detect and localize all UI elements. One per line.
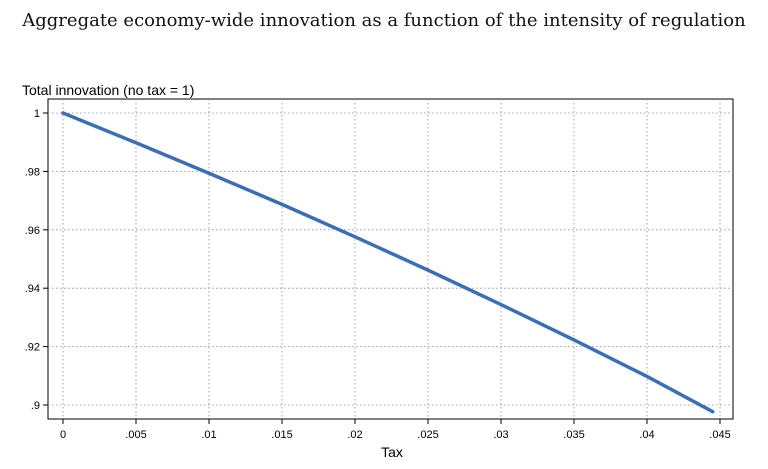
x-tick-label: .025 [417, 429, 438, 441]
x-tick-label: .035 [563, 429, 584, 441]
series-line [61, 111, 715, 414]
axes: 0 .005 .01 .015 .02 .025 .03 .035 .04 .045 .9 .92 .9… [25, 108, 731, 441]
x-tick-label: .04 [639, 429, 654, 441]
y-tick-label: .98 [25, 166, 40, 178]
chart-title: Aggregate economy-wide innovation as a f… [22, 10, 746, 31]
y-tick-label: .9 [31, 400, 40, 412]
plot-area [47, 98, 734, 420]
x-tick-label: 0 [60, 429, 66, 441]
x-tick-label: .045 [709, 429, 730, 441]
y-axis-label: Total innovation (no tax = 1) [22, 82, 195, 98]
x-tick-label: .015 [271, 429, 292, 441]
y-tick-label: 1 [34, 108, 40, 120]
series-group [61, 111, 715, 414]
y-tick-label: .96 [25, 225, 40, 237]
y-tick-label: .94 [25, 283, 40, 295]
x-tick-label: .005 [125, 429, 146, 441]
y-tick-label: .92 [25, 342, 40, 354]
x-axis-label: Tax [381, 444, 403, 460]
gridlines [48, 99, 733, 419]
x-tick-label: .01 [201, 429, 216, 441]
x-tick-label: .03 [493, 429, 508, 441]
x-tick-label: .02 [347, 429, 362, 441]
